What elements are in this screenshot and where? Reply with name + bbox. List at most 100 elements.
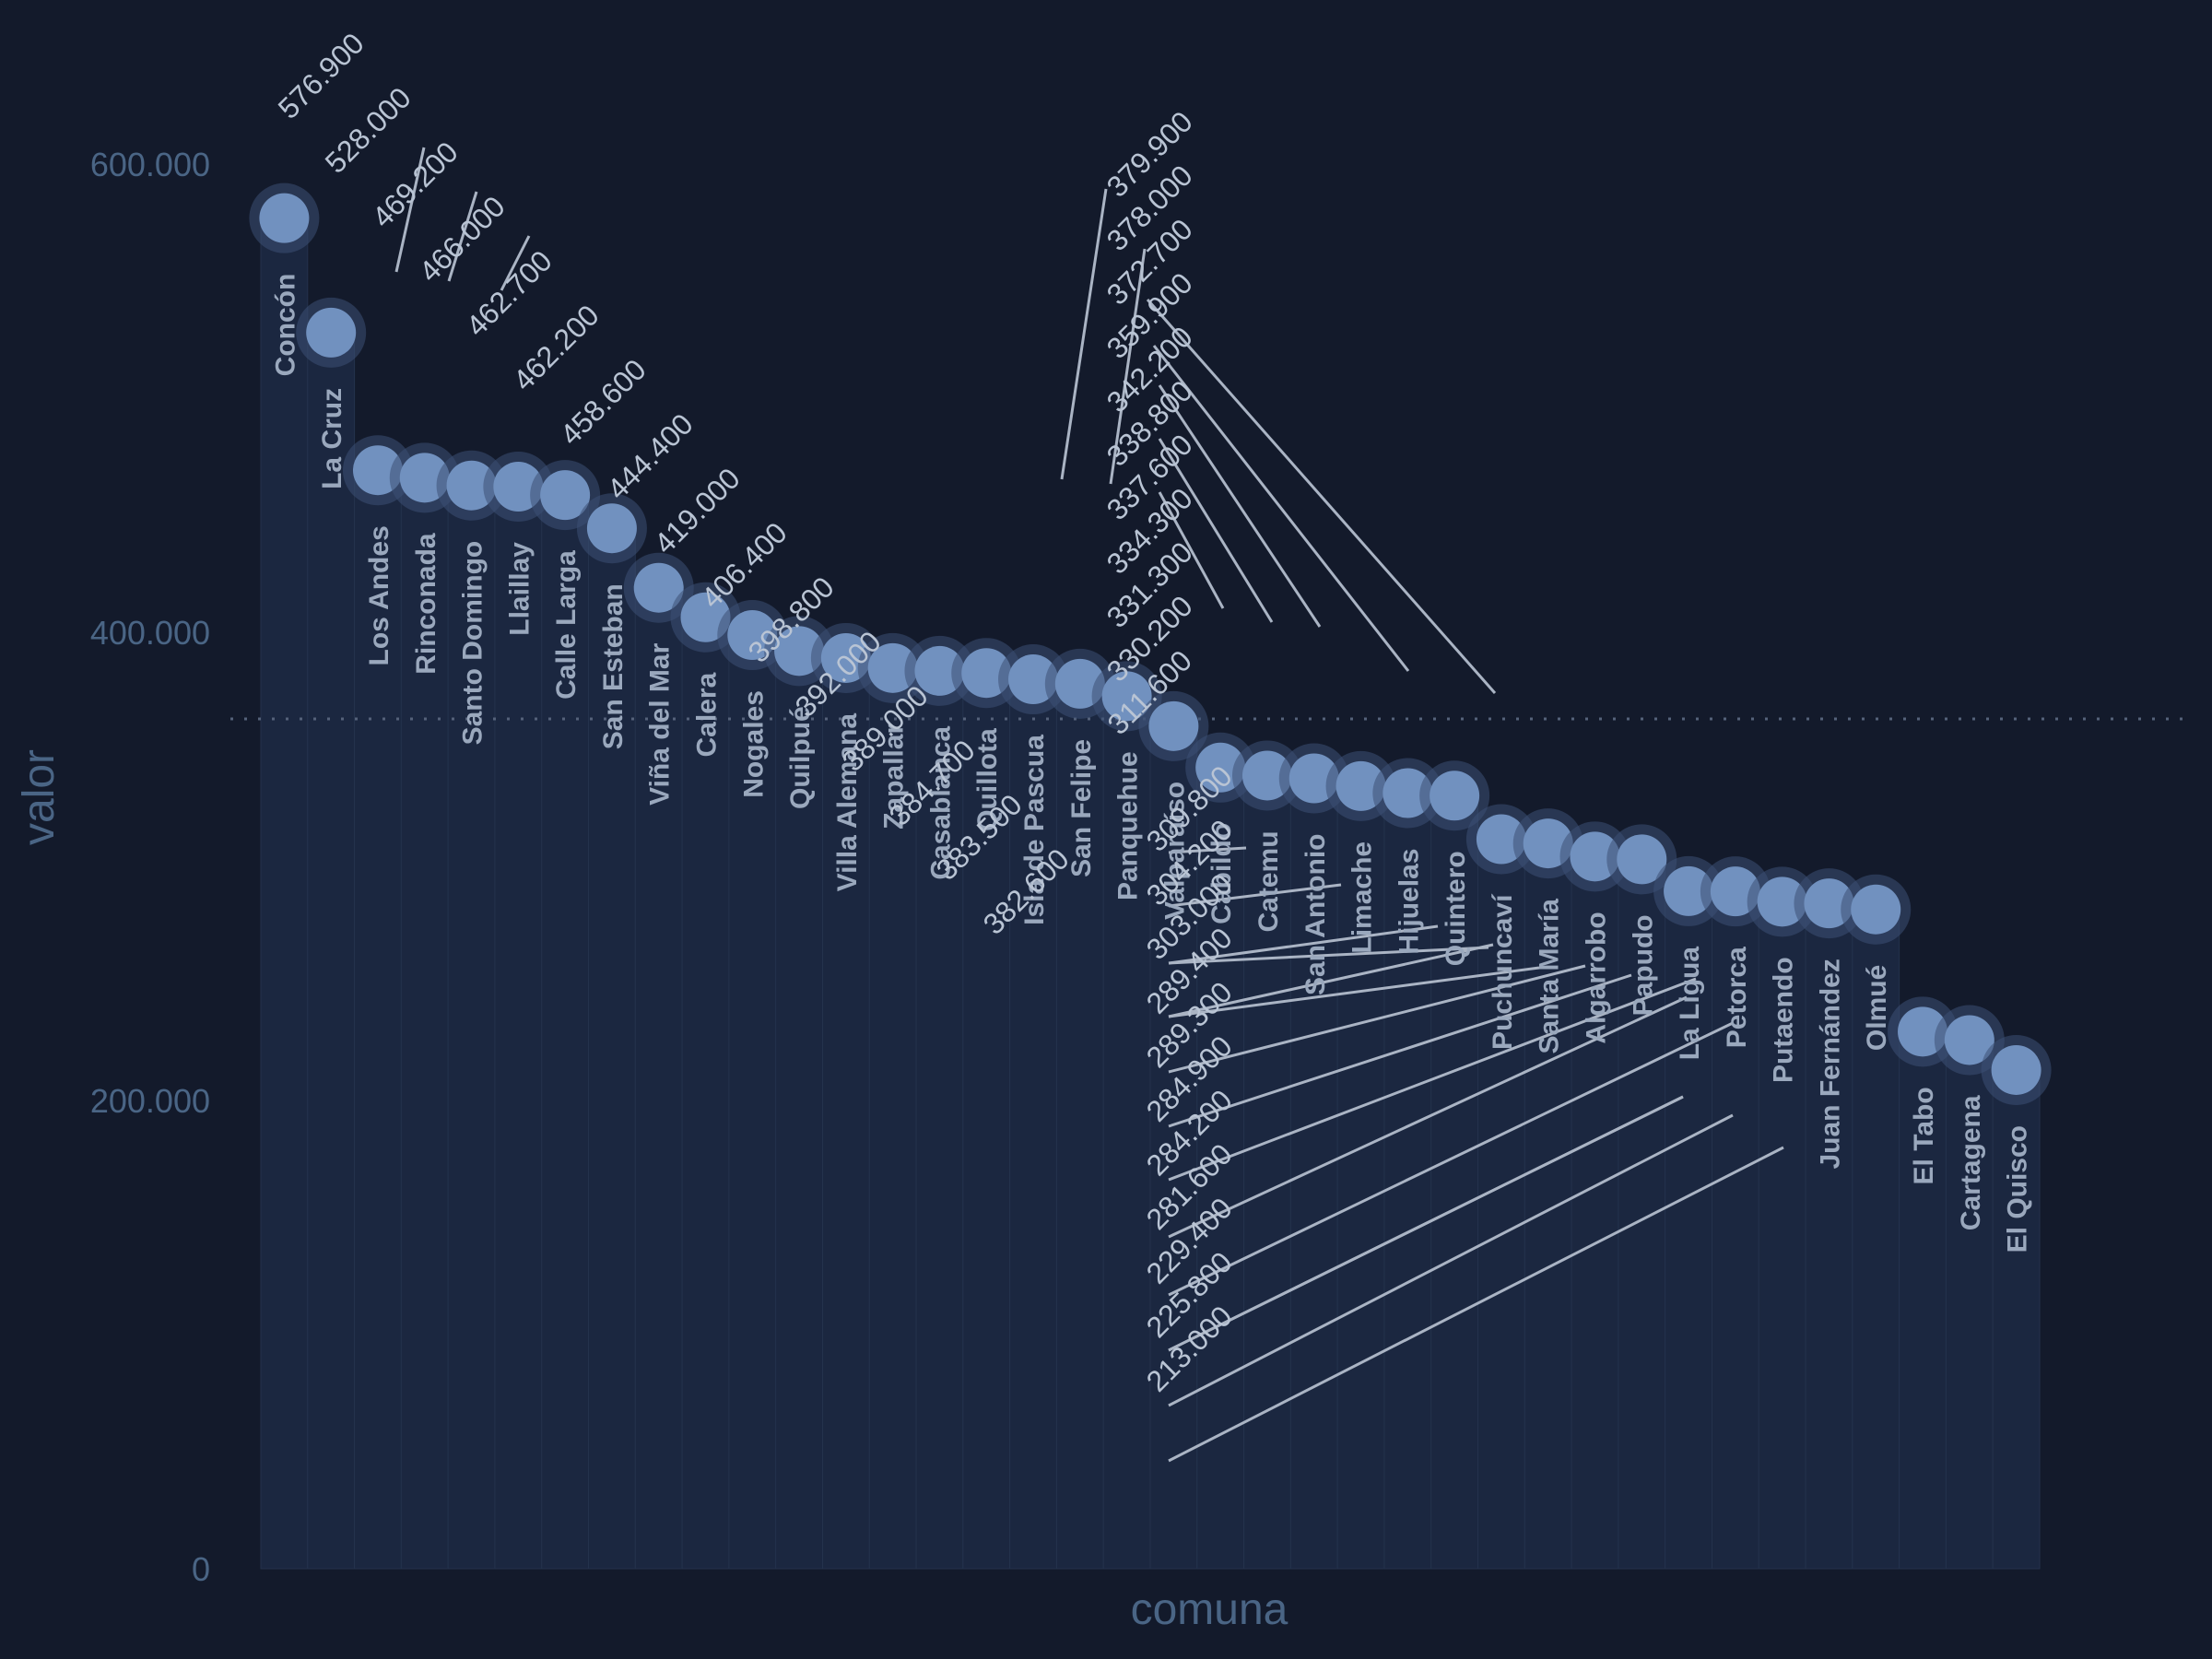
value-label-3: 466.000 [413,190,512,288]
column-15 [962,672,1011,1570]
leader-line-28 [1168,966,1540,1018]
category-label-20: Cabildo [1206,823,1237,924]
column-8 [634,587,683,1570]
column-14 [915,670,964,1570]
category-label-13: Zapallar [879,724,910,830]
value-label-4: 462.700 [460,244,559,343]
column-12 [821,657,870,1570]
leader-line-20 [1158,384,1322,628]
leader-line-37 [1168,1095,1684,1352]
leader-line-26 [1168,943,1494,1018]
leader-line-27 [1168,946,1489,965]
y-axis-ticks: 0 200.000 400.000 600.000 [90,146,210,1588]
category-labels: Concón La Cruz Los Andes Rinconada Santo Dom… [270,274,2032,1253]
column-4 [447,485,496,1570]
value-label-7: 444.400 [601,407,700,506]
y-tick-label: 400.000 [90,614,210,652]
leader-line-30 [1168,973,1632,1128]
leader-line-4 [500,235,531,291]
category-label-18: Panquehue [1113,751,1144,900]
column-16 [1009,678,1057,1570]
data-point-34 [1841,874,1912,945]
leader-line-32 [1168,995,1688,1239]
leader-line-22 [1158,491,1225,609]
category-label-7: San Esteban [598,583,629,749]
leader-line-3 [447,191,478,282]
column-9 [681,617,730,1570]
column-1 [307,332,356,1570]
column-26 [1477,839,1525,1570]
column-28 [1571,855,1619,1570]
leader-line-36 [1168,1146,1784,1463]
data-point-37 [1981,1034,2052,1105]
leader-line-16 [1060,188,1108,480]
category-label-36: Cartagena [1956,1095,1986,1230]
category-label-23: Limache [1347,841,1378,954]
leader-line-33 [1168,1021,1734,1297]
column-36 [1945,1039,1994,1570]
column-37 [1992,1069,2041,1570]
value-leader-lines [394,147,1784,1463]
data-point-1 [296,297,367,368]
column-35 [1899,1030,1947,1570]
leader-line-18 [1146,299,1497,694]
category-label-12: Villa Alemana [832,713,863,892]
column-7 [588,527,636,1570]
column-22 [1289,777,1338,1570]
column-27 [1524,842,1572,1570]
category-label-19: Valparaíso [1159,782,1190,920]
column-0 [260,218,309,1570]
category-label-31: Petorca [1722,947,1752,1048]
category-label-33: Juan Fernández [1815,959,1845,1169]
data-point-7 [576,493,647,564]
value-label-8: 419.000 [648,462,747,560]
y-axis-title: valor [15,749,64,845]
y-tick-label: 600.000 [90,146,210,183]
category-label-34: Olmué [1862,965,1892,1051]
category-label-17: San Felipe [1066,739,1097,877]
category-label-27: Santa María [1535,899,1565,1054]
category-label-11: Quilpué [785,706,816,809]
category-label-28: Algarrobo [1582,912,1612,1043]
category-label-1: La Cruz [317,388,347,489]
category-label-35: El Tabo [1909,1087,1939,1184]
category-label-8: Viña del Mar [645,642,676,806]
x-axis-title: comuna [1131,1585,1288,1634]
category-columns [260,218,2041,1570]
leader-line-23 [1168,846,1247,854]
value-label-1: 528.000 [319,81,418,180]
column-17 [1055,683,1104,1570]
category-label-0: Concón [270,274,300,377]
value-label-5: 462.200 [507,299,606,397]
category-label-10: Nogales [738,690,769,798]
category-label-14: Casablanca [925,726,956,880]
data-point-26 [1465,804,1536,875]
column-19 [1149,725,1198,1570]
y-tick-label: 0 [192,1550,210,1588]
data-point-19 [1138,690,1209,761]
category-label-30: La Ligua [1675,947,1705,1061]
category-label-15: Quillota [972,728,1003,831]
value-label-6: 458.600 [554,353,653,452]
column-6 [541,494,590,1570]
category-label-21: Catemu [1253,830,1284,932]
category-label-2: Los Andes [364,525,394,665]
leader-line-31 [1168,977,1697,1182]
leader-line-29 [1168,964,1586,1074]
leader-line-2 [394,147,426,273]
category-label-37: El Quisco [2003,1125,2033,1253]
column-18 [1102,695,1151,1570]
category-label-16: Isla de Pascua [1019,735,1050,925]
leader-line-21 [1158,438,1274,623]
column-5 [494,486,543,1570]
category-label-26: Puchuncaví [1488,893,1518,1050]
data-point-0 [249,182,320,253]
category-label-24: Hijuelas [1394,848,1424,954]
leader-line-19 [1152,345,1410,672]
category-label-3: Rinconada [411,533,441,675]
leader-line-25 [1168,924,1439,965]
column-11 [775,650,823,1570]
category-label-6: Calle Larga [551,550,582,700]
value-label-9: 406.400 [695,516,794,615]
